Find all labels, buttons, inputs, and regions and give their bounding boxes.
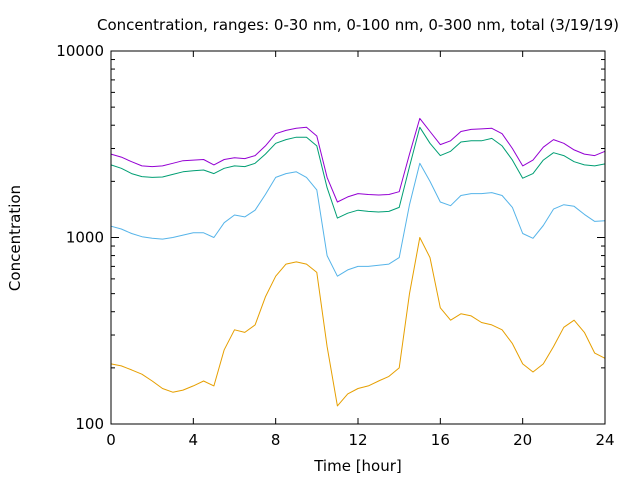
x-axis-label: Time [hour] xyxy=(313,457,402,475)
x-tick-label: 4 xyxy=(189,431,199,449)
series-line-2 xyxy=(110,162,606,277)
series-line-1 xyxy=(110,237,606,407)
x-tick-label: 16 xyxy=(431,431,450,449)
series-line-3 xyxy=(110,126,606,219)
x-tick-label: 0 xyxy=(106,431,116,449)
x-tick-label: 12 xyxy=(348,431,367,449)
tick-layer: 0 4 8 12 16 20 24 100 1000 10000 xyxy=(56,42,614,449)
x-tick-label: 20 xyxy=(513,431,532,449)
y-tick-label: 10000 xyxy=(56,42,104,60)
chart-title: Concentration, ranges: 0-30 nm, 0-100 nm… xyxy=(97,16,619,34)
x-tick-label: 24 xyxy=(595,431,614,449)
y-axis-label: Concentration xyxy=(6,185,24,291)
x-tick-label: 8 xyxy=(271,431,281,449)
series-line-4 xyxy=(110,117,606,203)
y-tick-label: 100 xyxy=(75,415,104,433)
y-tick-label: 1000 xyxy=(66,229,104,247)
series-layer xyxy=(110,117,606,407)
